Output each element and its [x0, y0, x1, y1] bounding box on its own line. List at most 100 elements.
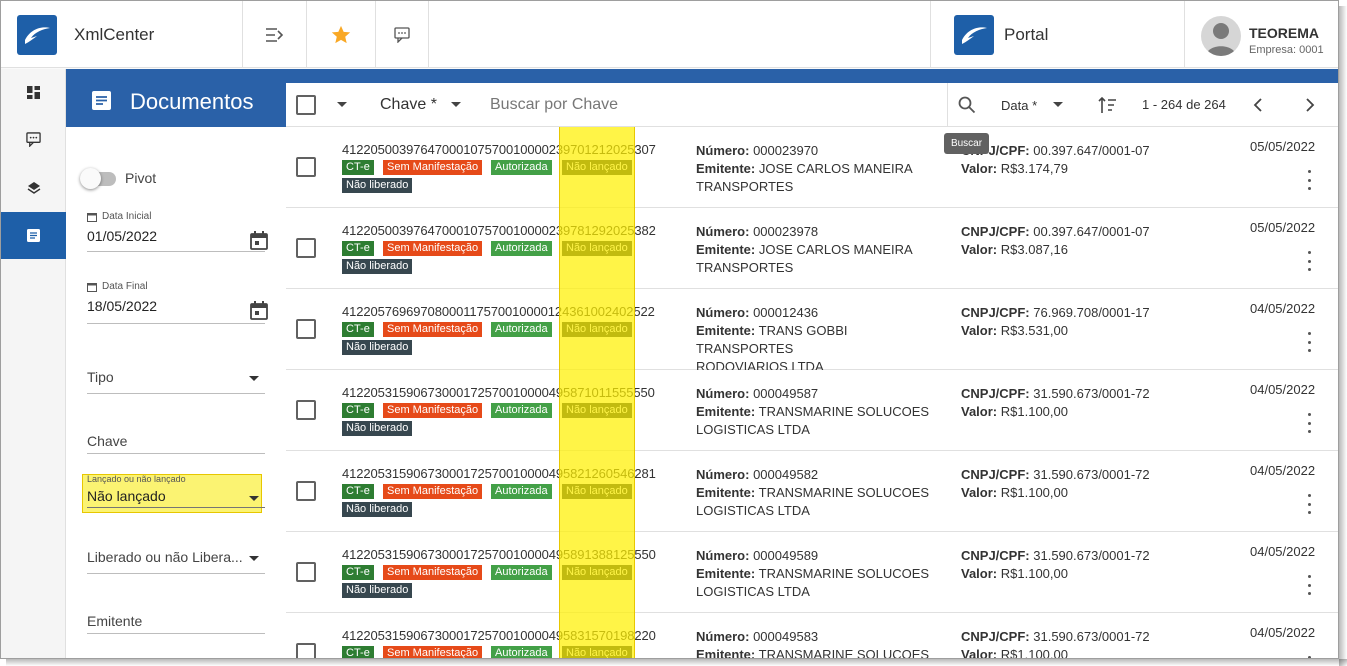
menu-open-icon: [265, 27, 283, 42]
badge-lancado: Não lançado: [562, 484, 632, 499]
more-vert-icon[interactable]: [1302, 656, 1316, 658]
chat-icon: [394, 26, 410, 43]
badge-manifestacao: Sem Manifestação: [383, 322, 483, 337]
portal-logo-icon[interactable]: [954, 15, 994, 55]
page-title: Documentos: [130, 89, 254, 114]
numero-label: Número:: [696, 305, 750, 320]
more-vert-icon[interactable]: [1302, 332, 1316, 352]
tipo-select[interactable]: Tipo: [87, 369, 265, 394]
more-vert-icon[interactable]: [1302, 575, 1316, 595]
chevron-right-icon[interactable]: [1304, 97, 1316, 113]
more-vert-icon[interactable]: [1302, 494, 1316, 514]
tipo-label: Tipo: [87, 369, 114, 385]
table-row[interactable]: 4122050039764700010757001000023970121202…: [286, 127, 1338, 208]
xmlcenter-logo-icon[interactable]: [17, 15, 57, 55]
row-checkbox[interactable]: [296, 157, 316, 177]
chevron-down-icon[interactable]: [1053, 102, 1063, 107]
row-chave: 4122053159067300017257001000049582126054…: [342, 466, 656, 481]
numero-label: Número:: [696, 386, 750, 401]
data-inicial-value[interactable]: 01/05/2022: [87, 228, 158, 244]
more-vert-icon[interactable]: [1302, 251, 1316, 271]
search-input[interactable]: [490, 96, 930, 114]
row-info-secondary: CNPJ/CPF: 00.397.647/0001-07 Valor: R$3.…: [961, 142, 1221, 178]
emitente-input[interactable]: Emitente: [87, 613, 265, 634]
rail-layers[interactable]: [1, 164, 66, 211]
row-valor: R$1.100,00: [1000, 404, 1068, 419]
search-icon[interactable]: [958, 96, 976, 114]
select-all-checkbox[interactable]: [296, 95, 316, 115]
chevron-left-icon[interactable]: [1252, 97, 1264, 113]
chevron-down-icon: [249, 496, 259, 501]
rail-messages[interactable]: [1, 116, 66, 163]
row-emitente-cont: LOGISTICAS LTDA: [696, 584, 810, 599]
row-date: 04/05/2022: [1250, 625, 1316, 640]
valor-label: Valor:: [961, 161, 998, 176]
favorites-button[interactable]: [307, 1, 375, 68]
row-cnpj: 31.590.673/0001-72: [1033, 629, 1150, 644]
calendar-picker-icon[interactable]: [250, 301, 268, 320]
row-info-secondary: CNPJ/CPF: 00.397.647/0001-07 Valor: R$3.…: [961, 223, 1221, 259]
pivot-label: Pivot: [125, 170, 157, 186]
chave-input[interactable]: Chave: [87, 433, 265, 454]
table-row[interactable]: 4122053159067300017257001000049589138812…: [286, 532, 1338, 613]
badge-lancado: Não lançado: [562, 322, 632, 337]
valor-label: Valor:: [961, 566, 998, 581]
table-row[interactable]: 4122053159067300017257001000049587101155…: [286, 370, 1338, 451]
row-emitente: TRANSMARINE SOLUCOES: [758, 647, 930, 659]
messages-button[interactable]: [376, 1, 428, 68]
row-checkbox[interactable]: [296, 562, 316, 582]
select-menu-chevron-icon[interactable]: [337, 102, 347, 107]
search-field-select[interactable]: Chave *: [380, 96, 437, 113]
calendar-icon: [87, 212, 97, 222]
table-row[interactable]: 4122053159067300017257001000049583157019…: [286, 613, 1338, 659]
user-avatar[interactable]: [1201, 16, 1241, 56]
data-final-field[interactable]: Data Final 18/05/2022: [87, 281, 268, 324]
table-row[interactable]: 4122057696970800011757001000012436100240…: [286, 289, 1338, 374]
liberado-select[interactable]: Liberado ou não Libera...: [87, 549, 265, 574]
more-vert-icon[interactable]: [1302, 170, 1316, 190]
badge-tipo: CT-e: [342, 160, 374, 175]
chevron-down-icon[interactable]: [451, 102, 461, 107]
badge-status: Autorizada: [491, 565, 552, 580]
data-inicial-field[interactable]: Data Inicial 01/05/2022: [87, 211, 268, 252]
valor-label: Valor:: [961, 404, 998, 419]
portal-link[interactable]: Portal: [1004, 25, 1049, 44]
row-cnpj: 31.590.673/0001-72: [1033, 467, 1150, 482]
sort-order-icon[interactable]: [1098, 96, 1118, 114]
row-checkbox[interactable]: [296, 481, 316, 501]
table-row[interactable]: 4122050039764700010757001000023978129202…: [286, 208, 1338, 289]
rail-documents[interactable]: [1, 212, 66, 259]
row-emitente-cont: LOGISTICAS LTDA: [696, 422, 810, 437]
lancado-select[interactable]: Lançado ou não lançado Não lançado: [87, 474, 265, 508]
badge-liberado: Não liberado: [342, 583, 413, 598]
table-row[interactable]: 4122053159067300017257001000049582126054…: [286, 451, 1338, 532]
pivot-toggle-knob[interactable]: [80, 168, 101, 189]
sort-field-select[interactable]: Data *: [1001, 98, 1038, 113]
row-checkbox[interactable]: [296, 400, 316, 420]
row-checkbox[interactable]: [296, 238, 316, 258]
data-inicial-label: Data Inicial: [102, 211, 152, 222]
valor-label: Valor:: [961, 242, 998, 257]
left-rail: [1, 69, 66, 658]
menu-toggle-button[interactable]: [243, 1, 306, 68]
search-tooltip: Buscar: [944, 133, 989, 154]
calendar-picker-icon[interactable]: [250, 231, 268, 250]
row-numero: 000049582: [753, 467, 819, 482]
rail-dashboard[interactable]: [1, 69, 66, 116]
user-company: Empresa: 0001: [1249, 44, 1324, 56]
valor-label: Valor:: [961, 323, 998, 338]
badge-liberado: Não liberado: [342, 259, 413, 274]
row-numero: 000049587: [753, 386, 819, 401]
cnpj-label: CNPJ/CPF:: [961, 386, 1030, 401]
more-vert-icon[interactable]: [1302, 413, 1316, 433]
emitente-label: Emitente:: [696, 485, 756, 500]
row-chave: 4122053159067300017257001000049589138812…: [342, 547, 656, 562]
row-checkbox[interactable]: [296, 319, 316, 339]
data-final-value[interactable]: 18/05/2022: [87, 298, 158, 314]
lancado-value[interactable]: Não lançado: [87, 488, 166, 504]
badge-status: Autorizada: [491, 484, 552, 499]
row-info-secondary: CNPJ/CPF: 31.590.673/0001-72 Valor: R$1.…: [961, 466, 1221, 502]
row-checkbox[interactable]: [296, 643, 316, 658]
badge-manifestacao: Sem Manifestação: [383, 403, 483, 418]
